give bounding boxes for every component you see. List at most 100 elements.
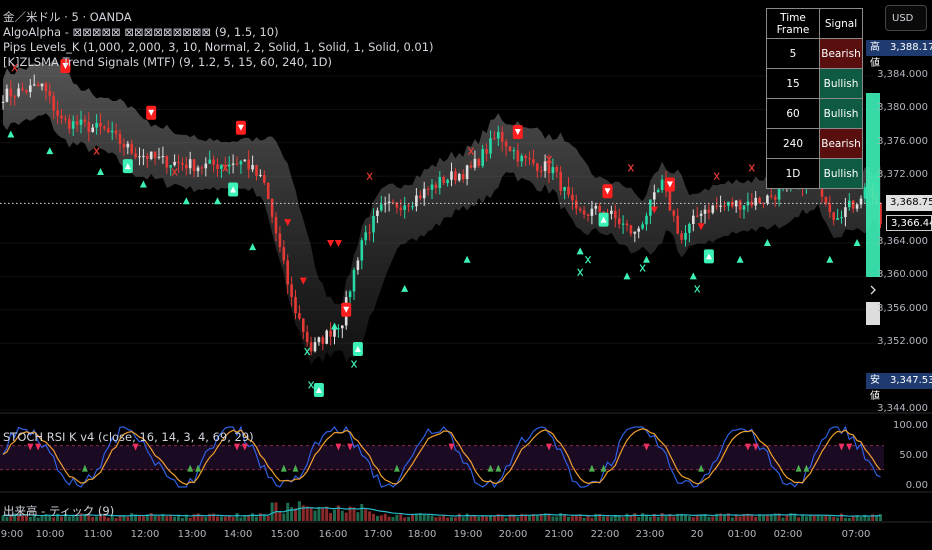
volume-bar bbox=[629, 515, 633, 521]
signal-cell: Bearish bbox=[819, 128, 863, 159]
candle bbox=[637, 228, 640, 232]
candle bbox=[95, 122, 98, 128]
current-price-tag: 3,366.445 bbox=[886, 214, 932, 231]
currency-selector[interactable]: USD bbox=[885, 5, 927, 31]
volume-bar bbox=[684, 514, 687, 521]
candle bbox=[68, 119, 71, 129]
candle bbox=[699, 213, 703, 216]
candle bbox=[516, 150, 520, 162]
table-row: 60 Bullish bbox=[766, 98, 863, 129]
indicator-pips-levels[interactable]: Pips Levels_K (1,000, 2,000, 3, 10, Norm… bbox=[3, 40, 434, 54]
volume-bar bbox=[336, 505, 340, 521]
volume-bar bbox=[383, 513, 387, 521]
candle bbox=[419, 195, 422, 199]
stoch-sell-icon bbox=[132, 443, 139, 451]
candle bbox=[25, 90, 28, 92]
time-tick: 19:00 bbox=[453, 529, 483, 540]
volume-bar bbox=[567, 516, 570, 521]
volume-bar bbox=[594, 513, 598, 521]
candle bbox=[594, 205, 598, 209]
candle bbox=[403, 205, 406, 210]
volume-bar bbox=[555, 516, 559, 521]
volume-bar bbox=[251, 513, 255, 521]
chevron-right-icon[interactable] bbox=[870, 285, 876, 295]
volume-bar bbox=[243, 515, 247, 521]
volume-bar bbox=[110, 515, 114, 521]
volume-legend[interactable]: 出来高 - ティック (9) bbox=[3, 504, 115, 518]
volume-bar bbox=[395, 514, 399, 521]
volume-bar bbox=[524, 514, 528, 521]
candle bbox=[828, 203, 832, 213]
candle bbox=[844, 207, 847, 218]
indicator-algoalpha[interactable]: AlgoAlpha - ⊠⊠⊠⊠⊠ ⊠⊠⊠⊠⊠⊠⊠⊠⊠ (9, 1.5, 10) bbox=[3, 25, 279, 39]
volume-profile-bar bbox=[866, 93, 880, 277]
stoch-buy-icon bbox=[588, 464, 595, 472]
bull-triangle-icon bbox=[736, 255, 744, 263]
volume-bar bbox=[301, 505, 305, 521]
candle bbox=[461, 173, 465, 180]
stoch-sell-icon bbox=[838, 443, 845, 451]
candle bbox=[719, 205, 722, 207]
candle bbox=[329, 330, 332, 337]
low-value: 3,347.530 bbox=[886, 372, 932, 389]
candle bbox=[302, 318, 305, 332]
volume-bar bbox=[812, 515, 816, 521]
volume-bar bbox=[450, 517, 453, 521]
candle bbox=[29, 85, 32, 92]
candle bbox=[567, 186, 570, 195]
stoch-sell-icon bbox=[744, 443, 751, 451]
volume-bar bbox=[832, 516, 836, 521]
candle bbox=[360, 240, 364, 261]
bull-arrow-icon bbox=[354, 346, 361, 353]
volume-bar bbox=[742, 513, 746, 521]
stoch-rsi-legend[interactable]: STOCH RSI K v4 (close, 16, 14, 3, 4, 69,… bbox=[3, 430, 254, 444]
candle bbox=[477, 158, 481, 166]
price-tick: 3,380.000 bbox=[877, 102, 928, 114]
x-mark-icon bbox=[627, 164, 634, 172]
candle bbox=[543, 161, 547, 171]
stoch-d-line bbox=[2, 428, 881, 486]
candle bbox=[711, 205, 715, 213]
candle bbox=[512, 150, 516, 152]
volume-bar bbox=[13, 513, 17, 521]
volume-bar bbox=[157, 516, 161, 521]
volume-bar bbox=[641, 513, 645, 521]
time-tick: 22:00 bbox=[590, 529, 620, 540]
volume-bar bbox=[723, 514, 726, 521]
bear-arrow-icon bbox=[343, 306, 350, 313]
time-tick: 20:00 bbox=[498, 529, 528, 540]
volume-bar bbox=[617, 516, 621, 521]
volume-bar bbox=[446, 517, 450, 521]
volume-bar bbox=[344, 512, 348, 521]
stoch-buy-icon bbox=[600, 464, 607, 472]
volume-bar bbox=[680, 513, 684, 521]
indicator-zlsma[interactable]: [K]ZLSMA Trend Signals (MTF) (9, 1.2, 5,… bbox=[3, 55, 332, 69]
x-mark-icon bbox=[222, 164, 229, 172]
candle bbox=[298, 313, 301, 319]
candle bbox=[859, 198, 863, 205]
table-row: 1D Bullish bbox=[766, 158, 863, 189]
candle bbox=[56, 110, 59, 116]
volume-bar bbox=[24, 514, 28, 521]
volume-bar bbox=[44, 514, 48, 521]
volume-bar bbox=[758, 514, 762, 521]
stoch-sell-icon bbox=[448, 443, 455, 451]
x-mark-icon bbox=[308, 381, 315, 389]
symbol-title[interactable]: 金／米ドル · 5 · OANDA bbox=[3, 10, 132, 24]
candle bbox=[676, 215, 679, 234]
candle bbox=[442, 176, 445, 184]
candle bbox=[309, 342, 313, 352]
volume-bar bbox=[801, 514, 804, 521]
x-mark-icon bbox=[585, 255, 591, 264]
candle bbox=[71, 121, 75, 129]
candle bbox=[559, 171, 562, 191]
volume-bar bbox=[372, 513, 375, 521]
candle bbox=[153, 151, 157, 158]
candle bbox=[438, 176, 442, 189]
volume-bar bbox=[36, 517, 40, 521]
x-mark-icon bbox=[577, 268, 584, 277]
volume-bar bbox=[730, 517, 734, 521]
scroll-box bbox=[866, 302, 880, 325]
volume-bar bbox=[145, 514, 149, 521]
